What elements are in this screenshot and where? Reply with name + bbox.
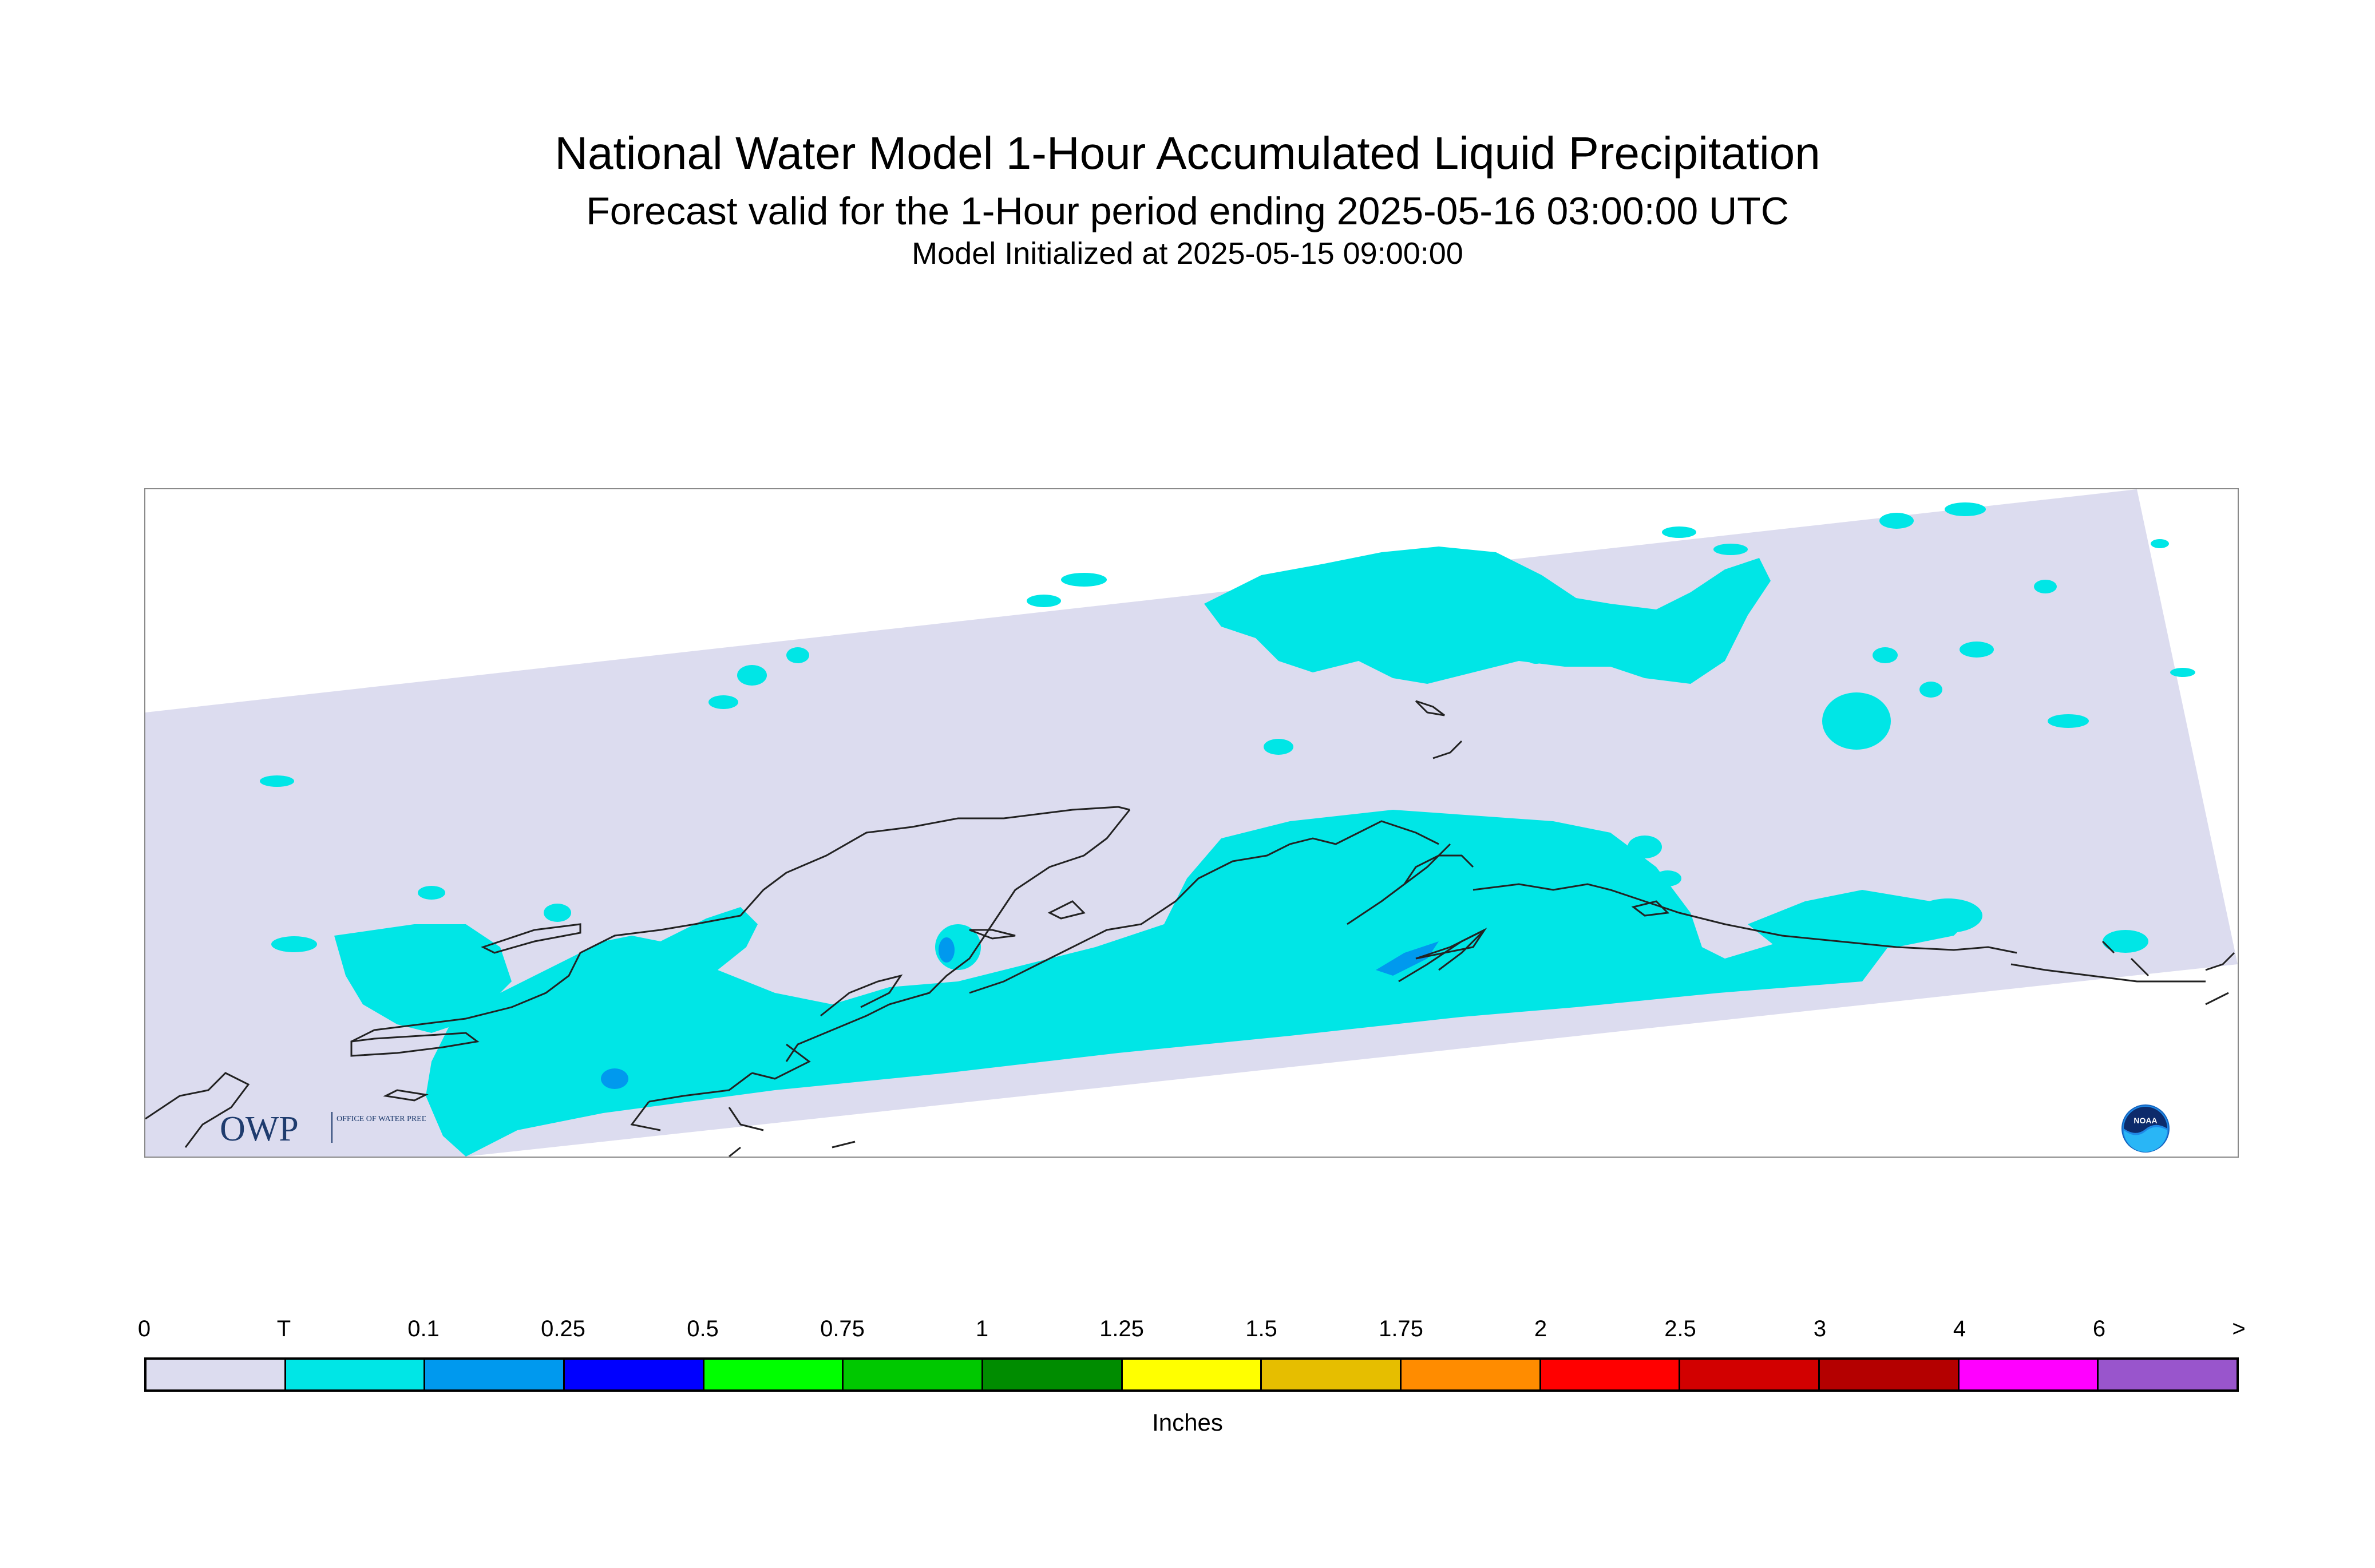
- trace-patch: [271, 936, 317, 952]
- colorbar-tick-label: T: [276, 1316, 291, 1341]
- colorbar-tick-label: 1.5: [1245, 1316, 1277, 1341]
- lakes: [350, 700, 1670, 1102]
- trace-patch: [2034, 580, 2057, 593]
- colorbar-tick-label: 0.25: [541, 1316, 585, 1341]
- precip-0-1-patch: [1376, 941, 1439, 976]
- colorbar-tick-labels: 0 T 0.1 0.25 0.5 0.75 1 1.25 1.5 1.75 2 2.5 3 4 6 >: [0, 1316, 2375, 1351]
- colorbar-tick-label: 2: [1534, 1316, 1547, 1341]
- colorbar-tick-label: 3: [1813, 1316, 1827, 1341]
- colorbar: [144, 1357, 2239, 1392]
- chart-title: National Water Model 1-Hour Accumulated …: [555, 128, 1820, 179]
- colorbar-swatch: [1959, 1360, 2099, 1389]
- trace-precip-southwest: [334, 924, 512, 1033]
- colorbar-swatch: [565, 1360, 704, 1389]
- trace-patch: [544, 904, 571, 922]
- trace-patch: [708, 695, 738, 709]
- colorbar-tick-label: 1.75: [1379, 1316, 1423, 1341]
- trace-patch: [418, 886, 445, 900]
- forecast-valid-subtitle: Forecast valid for the 1-Hour period end…: [586, 189, 1789, 233]
- trace-patch: [737, 665, 767, 686]
- colorbar-tick-label: 6: [2092, 1316, 2106, 1341]
- trace-patch: [2151, 539, 2169, 548]
- trace-patch: [1879, 513, 1914, 529]
- trace-patch: [260, 775, 294, 787]
- colorbar-tick-label: 4: [1953, 1316, 1966, 1341]
- trace-patch: [1628, 836, 1662, 858]
- colorbar-tick-label: >: [2232, 1316, 2246, 1341]
- colorbar-swatch: [2099, 1360, 2237, 1389]
- colorbar-units-label: Inches: [1152, 1409, 1223, 1436]
- trace-patch: [2048, 714, 2089, 728]
- colorbar-swatch: [1402, 1360, 1541, 1389]
- colorbar-tick-label: 0.5: [687, 1316, 719, 1341]
- trace-patch: [1919, 682, 1942, 698]
- owp-logo-letters: OWP: [220, 1110, 299, 1147]
- noaa-logo-bottom: [2124, 1127, 2167, 1152]
- trace-patch: [1713, 544, 1748, 555]
- noaa-logo-top: [2124, 1107, 2167, 1133]
- trace-patch: [1654, 870, 1681, 886]
- trace-patch: [1027, 595, 1061, 607]
- trace-patch: [1960, 642, 1994, 658]
- coastlines: [145, 806, 2235, 1157]
- trace-patch: [1264, 739, 1293, 755]
- trace-precip-north-cluster: [1204, 547, 1771, 684]
- colorbar-swatch: [983, 1360, 1123, 1389]
- colorbar-swatch: [147, 1360, 286, 1389]
- precip-0-1-patch: [601, 1068, 628, 1089]
- trace-patch: [1527, 652, 1545, 664]
- colorbar-swatch: [1541, 1360, 1681, 1389]
- colorbar-tick-label: 2.5: [1664, 1316, 1696, 1341]
- trace-patch: [1945, 502, 1986, 516]
- colorbar-swatch: [1122, 1360, 1262, 1389]
- map-panel: OWP OFFICE OF WATER PREDICTION NOAA: [144, 488, 2239, 1158]
- trace-patch: [1662, 526, 1696, 538]
- trace-patch: [1536, 850, 1582, 884]
- colorbar-swatch: [286, 1360, 426, 1389]
- trace-patch: [1061, 573, 1107, 587]
- noaa-logo: NOAA: [2121, 1104, 2170, 1153]
- precip-0-1-patch: [939, 937, 955, 963]
- trace-patch: [1873, 647, 1898, 663]
- colorbar-tick-label: 0.75: [820, 1316, 865, 1341]
- colorbar-swatch: [1262, 1360, 1402, 1389]
- model-init-line: Model Initialized at 2025-05-15 09:00:00: [912, 236, 1463, 271]
- colorbar-tick-label: 0.1: [407, 1316, 440, 1341]
- colorbar-tick-label: 1: [975, 1316, 989, 1341]
- trace-patch: [2170, 668, 2195, 677]
- trace-patch: [1822, 692, 1891, 750]
- trace-patch: [1914, 898, 1982, 933]
- noaa-logo-text: NOAA: [2133, 1116, 2157, 1125]
- colorbar-swatch: [844, 1360, 984, 1389]
- colorbar-swatch: [1820, 1360, 1960, 1389]
- owp-logo-text: OFFICE OF WATER PREDICTION: [337, 1115, 426, 1123]
- trace-patch: [2103, 930, 2148, 953]
- precipitation-map: [145, 489, 2238, 1157]
- trace-patch: [1597, 853, 1624, 869]
- owp-logo: OWP OFFICE OF WATER PREDICTION: [220, 1110, 426, 1147]
- colorbar-swatch: [1680, 1360, 1820, 1389]
- colorbar-tick-label: 1.25: [1099, 1316, 1144, 1341]
- trace-patch: [786, 647, 809, 663]
- colorbar-swatch: [425, 1360, 565, 1389]
- colorbar-tick-label: 0: [137, 1316, 151, 1341]
- colorbar-swatch: [704, 1360, 844, 1389]
